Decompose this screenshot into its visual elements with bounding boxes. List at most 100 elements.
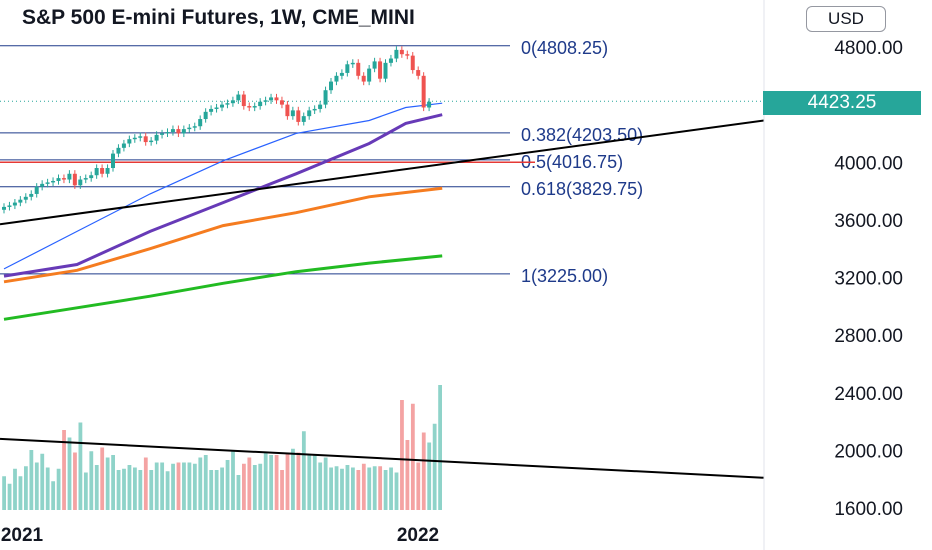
price-axis[interactable]: 4800.00 4000.00 3600.00 3200.00 2800.00 2400.… (763, 0, 903, 550)
candle-body (361, 75, 366, 82)
volume-bar (252, 465, 257, 510)
volume-bar (149, 470, 154, 510)
volume-bar (356, 470, 361, 510)
candle-body (269, 97, 274, 101)
moving-average-line (3, 102, 443, 270)
volume-bar (2, 476, 6, 510)
candle-body (220, 104, 224, 108)
moving-average-line (3, 254, 443, 321)
volume-bar (236, 475, 241, 510)
volume-bar (301, 431, 306, 510)
candle-body (45, 182, 50, 184)
candle-body (323, 90, 328, 105)
candle-body (356, 62, 361, 76)
candle-body (421, 75, 426, 108)
volume-bar (291, 448, 295, 510)
candle-body (416, 70, 421, 76)
price-tick-label: 3200.00 (834, 269, 903, 290)
volume-bar (187, 462, 192, 510)
candle-body (29, 193, 34, 197)
candle-body (198, 119, 203, 127)
volume-bar (13, 468, 17, 510)
candle-body (160, 133, 165, 135)
candle-body (399, 49, 404, 55)
volume-bars (2, 385, 442, 510)
fib-level-label: 0.5(4016.75) (521, 152, 623, 172)
volume-bar (340, 468, 344, 510)
volume-bar (378, 466, 383, 510)
price-tick-label: 2000.00 (834, 441, 903, 462)
candle-body (225, 103, 230, 105)
volume-bar (116, 470, 121, 510)
candle-body (394, 49, 399, 59)
time-tick-label: 2021 (1, 525, 44, 546)
candle-body (312, 108, 317, 111)
volume-bar (7, 483, 12, 510)
volume-bar (45, 467, 50, 510)
volume-bar (280, 470, 284, 510)
volume-bar (165, 471, 170, 510)
volume-bar (242, 463, 246, 510)
candle-body (165, 131, 170, 134)
trend-lines[interactable] (0, 119, 765, 479)
volume-bar (160, 462, 165, 510)
candle-body (56, 178, 61, 181)
candle-body (378, 61, 383, 79)
candle-body (149, 140, 154, 143)
volume-bar (154, 462, 159, 510)
volume-bar (400, 400, 404, 510)
volume-bar (182, 462, 186, 510)
candle-body (350, 62, 355, 65)
price-tick-label: 2800.00 (834, 326, 903, 347)
candle-body (94, 168, 99, 176)
time-axis[interactable]: 2021 2022 (1, 525, 439, 546)
volume-bar (247, 457, 252, 510)
candle-body (89, 175, 94, 179)
volume-bar (214, 470, 219, 510)
candle-body (285, 104, 290, 117)
currency-button[interactable]: USD (806, 6, 886, 32)
volume-bar (198, 457, 203, 510)
candle-body (230, 100, 235, 104)
volume-bar (51, 481, 56, 510)
volume-bar (122, 468, 126, 510)
fib-level-label: 0.382(4203.50) (521, 125, 643, 145)
candle-body (111, 153, 115, 169)
volume-bar (416, 462, 421, 510)
candle-body (181, 129, 186, 134)
fibonacci-retracement: 0(4808.25) 0.382(4203.50) 0.5(4016.75) 0.61… (0, 38, 764, 286)
candle-body (78, 179, 83, 186)
volume-bar (351, 467, 355, 510)
volume-bar (225, 460, 230, 510)
candle-body (203, 111, 208, 120)
candle-body (34, 186, 39, 194)
volume-bar (263, 452, 268, 510)
candle-body (138, 136, 143, 138)
candle-body (301, 116, 306, 122)
price-tick-label: 4800.00 (834, 38, 903, 59)
volume-bar (73, 452, 77, 510)
price-tick-label: 1600.00 (834, 499, 903, 520)
trend-line[interactable] (0, 119, 765, 226)
volume-bar (427, 442, 432, 510)
volume-bar (367, 467, 372, 510)
candle-body (83, 178, 88, 180)
candle-body (209, 108, 214, 112)
volume-bar (133, 467, 137, 510)
volume-bar (34, 462, 39, 510)
candle-body (339, 72, 344, 76)
candle-body (192, 126, 197, 128)
trend-line[interactable] (0, 437, 765, 479)
volume-bar (383, 470, 388, 510)
volume-bar (329, 467, 333, 510)
volume-bar (372, 466, 377, 510)
volume-bar (18, 476, 23, 510)
candle-body (388, 58, 393, 63)
volume-bar (432, 423, 437, 510)
candle-body (127, 139, 132, 144)
volume-bar (29, 450, 34, 510)
candle-body (290, 110, 295, 117)
candle-body (279, 100, 284, 105)
candle-body (100, 168, 105, 174)
